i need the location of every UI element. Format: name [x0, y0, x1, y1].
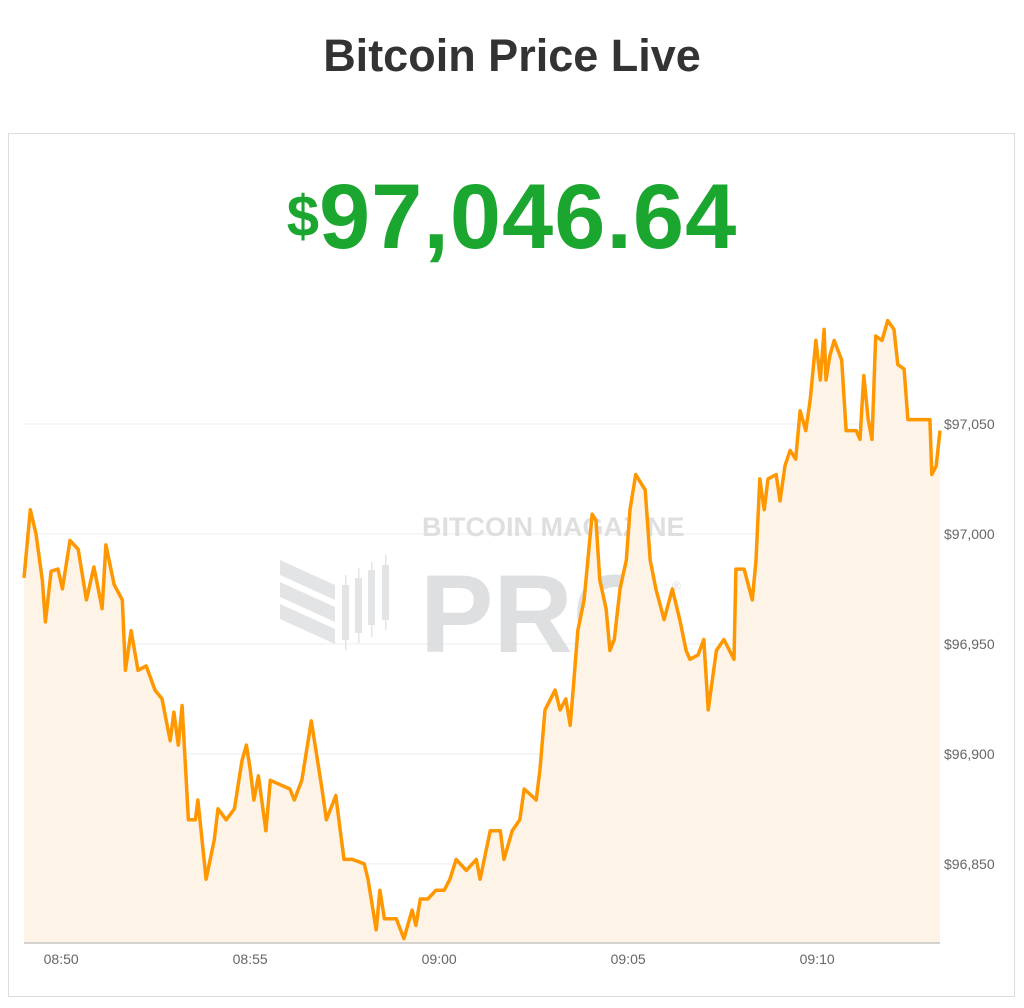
y-tick-label: $97,050 — [944, 416, 995, 432]
price-line — [22, 318, 942, 941]
page-title: Bitcoin Price Live — [323, 30, 701, 81]
y-tick-label: $97,000 — [944, 526, 995, 542]
y-tick-label: $96,850 — [944, 856, 995, 872]
live-price: $97,046.64 — [0, 165, 1024, 270]
x-tick-label: 08:55 — [233, 951, 268, 967]
price-value: 97,046.64 — [318, 166, 738, 268]
watermark-chevron-icon — [280, 560, 335, 644]
x-axis: 08:50 08:55 09:00 09:05 09:10 — [44, 951, 835, 967]
x-tick-label: 09:00 — [422, 951, 457, 967]
x-tick-label: 09:10 — [800, 951, 835, 967]
y-tick-label: $96,950 — [944, 636, 995, 652]
x-tick-label: 08:50 — [44, 951, 79, 967]
watermark-registered: ® — [672, 579, 681, 593]
watermark-candles-icon — [342, 555, 389, 650]
x-tick-label: 09:05 — [611, 951, 646, 967]
price-area-fill — [24, 320, 940, 944]
currency-symbol: $ — [286, 184, 319, 249]
chart-card — [8, 133, 1015, 997]
y-tick-label: $96,900 — [944, 746, 995, 762]
y-axis: $96,850 $96,900 $96,950 $97,000 $97,050 — [944, 416, 995, 872]
